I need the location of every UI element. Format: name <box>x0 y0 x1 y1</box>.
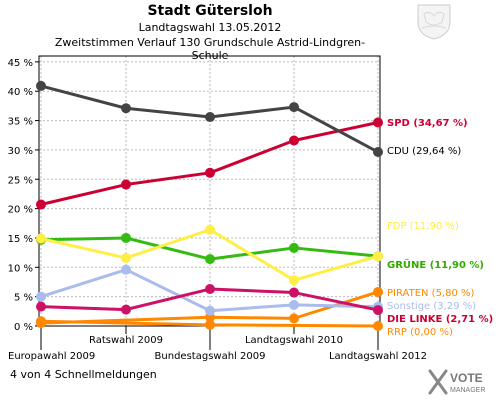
logo-vote-text: VOTE <box>450 371 483 385</box>
data-point <box>289 135 299 146</box>
data-point <box>373 305 383 316</box>
data-point <box>36 291 46 302</box>
data-point <box>36 80 46 91</box>
series-label-cdu: CDU (29,64 %) <box>387 146 461 157</box>
data-point <box>205 319 215 330</box>
series-label-sonstige: Sonstige (3,29 %) <box>387 301 476 312</box>
y-tick-label: 40 % <box>8 87 33 98</box>
axes: 0 % 5 % 10 % 15 % 20 % 25 % 30 % 35 % 40 % 45 % Eu… <box>8 55 427 362</box>
y-tick-label: 0 % <box>14 322 33 333</box>
data-point <box>121 232 131 243</box>
data-point <box>121 179 131 190</box>
data-point <box>121 252 131 263</box>
coat-of-arms-icon <box>417 4 451 40</box>
series-label-spd: SPD (34,67 %) <box>387 118 468 129</box>
x-tick-label: Ratswahl 2009 <box>89 335 163 346</box>
data-point <box>205 305 215 316</box>
data-point <box>373 321 383 331</box>
data-point <box>205 284 215 295</box>
series-label-rrp: RRP (0,00 %) <box>387 327 453 338</box>
data-point <box>289 299 299 310</box>
series-label-grüne: GRÜNE (11,90 %) <box>387 257 484 271</box>
y-tick-label: 10 % <box>8 263 33 274</box>
data-point <box>36 318 46 329</box>
y-tick-label: 45 % <box>8 58 33 69</box>
series-lines <box>36 80 383 331</box>
y-tick-label: 5 % <box>14 293 33 304</box>
data-point <box>121 304 131 315</box>
data-point <box>373 117 383 128</box>
logo-manager-text: MANAGER <box>450 387 485 394</box>
series-label-piraten: PIRATEN (5,80 %) <box>387 288 475 299</box>
chart-subtitle: Landtagswahl 13.05.2012 <box>138 21 282 34</box>
series-labels: CDU (29,64 %) SPD (34,67 %) FDP (11,90 %) G… <box>387 118 493 338</box>
data-point <box>205 224 215 235</box>
series-label-fdp: FDP (11,90 %) <box>387 221 459 232</box>
data-point <box>121 103 131 114</box>
x-tick-label: Bundestagswahl 2009 <box>155 351 266 362</box>
data-point <box>289 287 299 298</box>
y-tick-label: 20 % <box>8 205 33 216</box>
data-point <box>373 251 383 262</box>
y-tick-label: 25 % <box>8 175 33 186</box>
vote-manager-logo: VOTE MANAGER <box>428 369 485 395</box>
data-point <box>205 167 215 178</box>
series-label-die-linke: DIE LINKE (2,71 %) <box>387 314 493 325</box>
y-tick-label: 30 % <box>8 146 33 157</box>
chart-subtitle-2: Zweitstimmen Verlauf 130 Grundschule Ast… <box>54 36 366 62</box>
footer-note: 4 von 4 Schnellmeldungen <box>10 368 157 381</box>
data-point <box>36 301 46 312</box>
data-point <box>205 112 215 123</box>
y-tick-label: 35 % <box>8 117 33 128</box>
y-tick-label: 15 % <box>8 234 33 245</box>
chart-title: Stadt Gütersloh <box>147 3 273 19</box>
data-point <box>289 242 299 253</box>
data-point <box>36 199 46 210</box>
data-point <box>121 264 131 275</box>
data-point <box>289 102 299 113</box>
x-tick-label: Landtagswahl 2012 <box>329 351 427 362</box>
data-point <box>36 233 46 244</box>
data-point <box>289 313 299 324</box>
data-point <box>205 254 215 265</box>
data-point <box>289 275 299 286</box>
data-point <box>373 286 383 297</box>
data-point <box>373 147 383 158</box>
x-tick-label: Europawahl 2009 <box>8 351 95 362</box>
x-tick-label: Landtagswahl 2010 <box>245 335 343 346</box>
